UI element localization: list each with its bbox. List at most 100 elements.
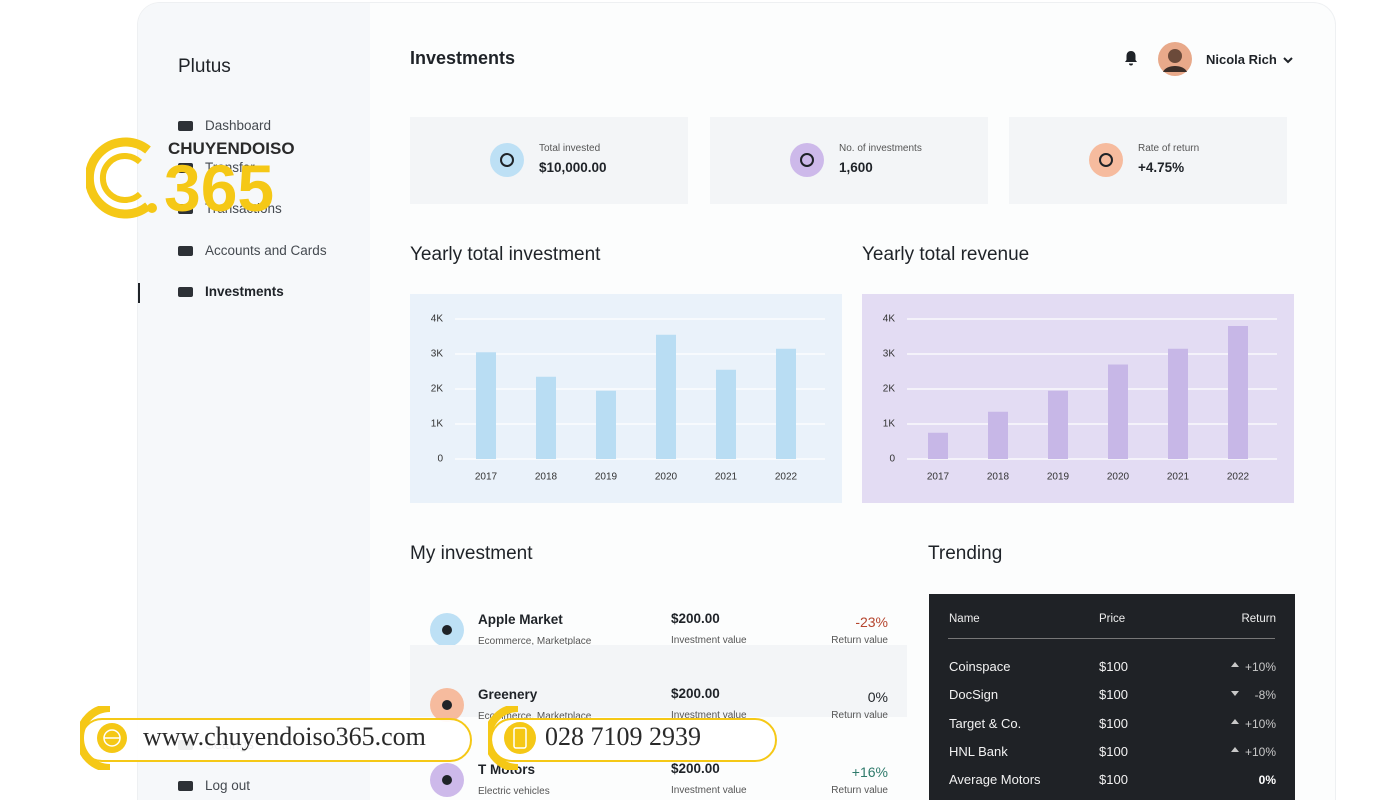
bar: [1168, 348, 1188, 459]
x-tick-label: 2018: [987, 472, 1010, 483]
divider: [948, 638, 1275, 639]
nav-item[interactable]: Dashboard: [205, 118, 272, 133]
row-icon: [430, 763, 464, 797]
stat-label: Total invested: [539, 143, 601, 154]
stat-icon: [490, 143, 524, 177]
table-cell: $100: [1099, 715, 1128, 731]
table-cell: $100: [1099, 743, 1128, 759]
nav-icon: [178, 246, 193, 256]
watermark-brand: CHUYENDOISO: [168, 139, 295, 158]
watermark-logo: [86, 137, 157, 219]
bar: [1108, 364, 1128, 459]
nav-item[interactable]: Transactions: [205, 201, 282, 216]
bar: [716, 369, 736, 459]
table-cell: Average Motors: [949, 772, 1041, 788]
x-tick-label: 2018: [535, 472, 558, 483]
row-category: Ecommerce, Marketplace: [478, 636, 592, 647]
phone-pill: [490, 718, 777, 762]
row-return-caption: Return value: [831, 785, 888, 796]
icon-glyph: [442, 625, 452, 635]
bar: [1048, 390, 1068, 459]
phone: 028 7109 2939: [545, 722, 701, 751]
x-tick-label: 2017: [475, 472, 498, 483]
icon-shape: [178, 781, 193, 791]
y-tick-label: 1K: [883, 419, 896, 430]
table-cell: 0%: [1258, 773, 1276, 788]
row-value-caption: Investment value: [671, 785, 747, 796]
chevron[interactable]: [1282, 54, 1294, 66]
row-name[interactable]: Apple Market: [478, 612, 563, 627]
table-cell: -8%: [1254, 688, 1276, 703]
stat-icon: [1089, 143, 1123, 177]
chart: 0 1K 2K 3K 4K 2017 2018 2019 2020 2021 2022: [410, 294, 842, 503]
x-tick-label: 2020: [655, 472, 678, 483]
icon-shape: [178, 204, 193, 214]
table-cell: $100: [1099, 659, 1128, 674]
row-return: -23%: [855, 614, 888, 630]
table-header: Price: [1099, 613, 1126, 625]
table-cell: HNL Bank: [949, 743, 1008, 759]
bar: [776, 348, 796, 459]
y-tick-label: 2K: [431, 384, 444, 395]
website: www.chuyendoiso365.com: [143, 722, 426, 751]
stat-value: 1,600: [839, 160, 873, 175]
stat-card: [1009, 117, 1287, 204]
stat-card: [710, 117, 988, 204]
trending-panel: [929, 594, 1295, 800]
y-tick-label: 0: [437, 454, 443, 465]
icon-glyph: [442, 775, 452, 785]
bar: [656, 334, 676, 459]
stat-icon: [790, 143, 824, 177]
icon-glyph: [800, 153, 814, 167]
x-tick-label: 2019: [1047, 472, 1070, 483]
x-tick-label: 2022: [775, 472, 798, 483]
bar: [596, 390, 616, 459]
row-return-caption: Return value: [831, 635, 888, 646]
stat-value: $10,000.00: [539, 160, 607, 175]
table-cell: +10%: [1244, 744, 1276, 759]
stat-label: Rate of return: [1138, 143, 1200, 154]
nav-item[interactable]: Log out: [205, 778, 251, 793]
table-cell: DocSign: [949, 687, 999, 703]
avatar[interactable]: [1158, 42, 1192, 76]
x-tick-label: 2021: [715, 472, 738, 483]
nav-item[interactable]: Accounts and Cards: [205, 243, 327, 258]
table-cell: $100: [1099, 772, 1128, 788]
row-icon: [430, 688, 464, 722]
row-value: $200.00: [671, 761, 720, 776]
bar: [988, 411, 1008, 459]
arrow: [1231, 746, 1239, 752]
bell-icon[interactable]: [1122, 49, 1140, 67]
chart-title: Yearly total revenue: [862, 244, 1030, 265]
stat-label: No. of investments: [839, 143, 922, 154]
x-tick-label: 2020: [1107, 472, 1130, 483]
arrow: [1231, 718, 1239, 724]
x-tick-label: 2021: [1167, 472, 1190, 483]
table-header: Return: [1241, 613, 1276, 625]
trend-arrow: [1231, 691, 1239, 697]
y-tick-label: 4K: [431, 314, 444, 325]
icon-shape: [178, 246, 193, 256]
x-tick-label: 2017: [927, 472, 950, 483]
bar: [1228, 326, 1248, 459]
chart: 0 1K 2K 3K 4K 2017 2018 2019 2020 2021 2022: [862, 294, 1294, 503]
y-tick-label: 4K: [883, 314, 896, 325]
arrow: [1231, 662, 1239, 667]
nav-item[interactable]: Transfer: [205, 160, 255, 175]
user-name[interactable]: Nicola Rich: [1206, 52, 1277, 67]
y-tick-label: 0: [889, 454, 895, 465]
y-tick-label: 1K: [431, 419, 444, 430]
row-value: $200.00: [671, 686, 720, 701]
x-tick-label: 2022: [1227, 472, 1250, 483]
icon-glyph: [500, 153, 514, 167]
row-name[interactable]: Greenery: [478, 687, 538, 702]
icon-shape: [178, 121, 193, 131]
page-title: Investments: [410, 48, 516, 68]
trend-arrow: [1231, 746, 1239, 752]
nav-item[interactable]: Investments: [205, 284, 284, 299]
trend-arrow: [1231, 662, 1239, 667]
chart-background: [862, 294, 1294, 503]
icon-glyph: [442, 700, 452, 710]
brand: Plutus: [178, 56, 231, 77]
